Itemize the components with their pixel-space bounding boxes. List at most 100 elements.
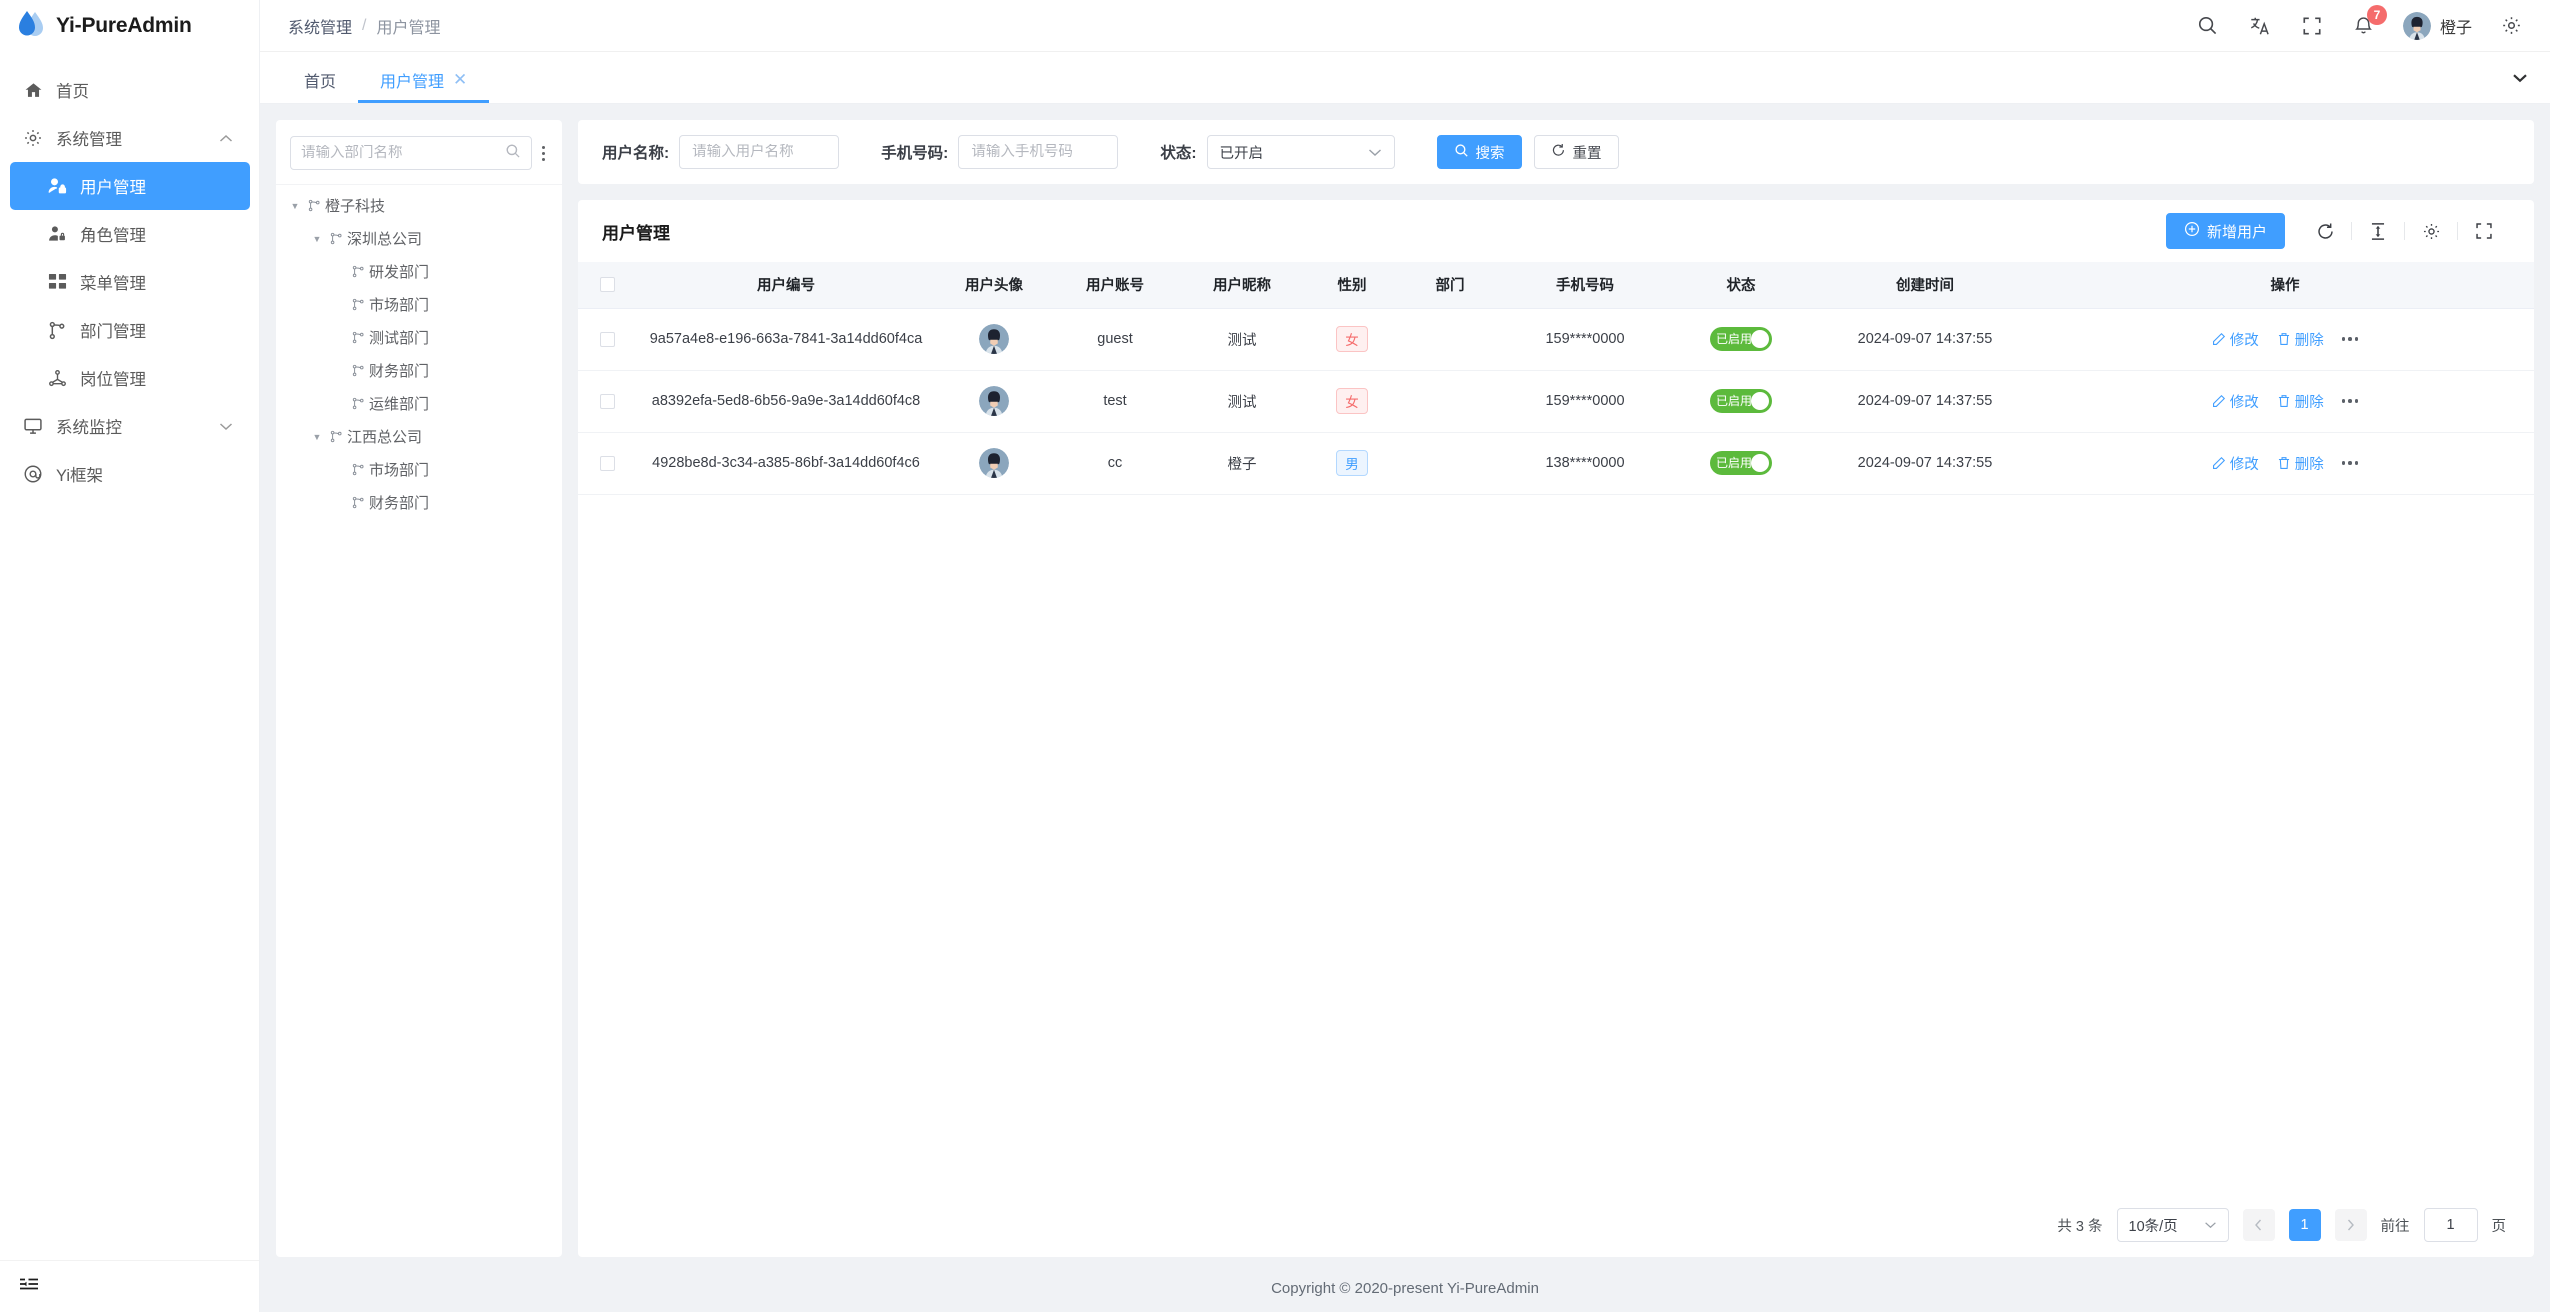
tree-node[interactable]: 研发部门: [276, 255, 562, 288]
more-horizontal-icon[interactable]: [2341, 399, 2359, 403]
sidebar-item-user-management[interactable]: 用户管理: [10, 162, 250, 210]
edit-button[interactable]: 修改: [2212, 453, 2259, 474]
reset-button-label: 重置: [1572, 145, 1602, 162]
sidebar-item-label: 部门管理: [80, 323, 146, 341]
row-checkbox[interactable]: [599, 331, 615, 347]
breadcrumb-parent[interactable]: 系统管理: [288, 19, 353, 37]
page-number-1[interactable]: 1: [2288, 1209, 2321, 1241]
translate-icon[interactable]: [2247, 13, 2273, 39]
refresh-icon: [1551, 143, 1566, 162]
brand[interactable]: Yi-PureAdmin: [0, 0, 259, 52]
close-icon[interactable]: ✕: [453, 70, 468, 89]
filter-status: 状态: 已开启: [1160, 135, 1395, 169]
tree-node[interactable]: 财务部门: [276, 354, 562, 387]
brand-title: Yi-PureAdmin: [56, 14, 192, 37]
status-toggle[interactable]: 已启用: [1710, 389, 1772, 413]
edit-label: 修改: [2229, 332, 2259, 349]
next-page-button[interactable]: [2334, 1209, 2367, 1241]
column-settings-icon[interactable]: [2418, 218, 2444, 244]
delete-button[interactable]: 删除: [2277, 453, 2324, 474]
sidebar-item-role-management[interactable]: 角色管理: [0, 210, 259, 258]
status-toggle[interactable]: 已启用: [1710, 451, 1772, 475]
dept-search-box[interactable]: [290, 136, 532, 170]
table-row[interactable]: 4928be8d-3c34-a385-86bf-3a14dd60f4c6 cc …: [578, 432, 2534, 495]
add-user-button[interactable]: 新增用户: [2165, 213, 2285, 249]
more-vertical-icon[interactable]: [539, 142, 548, 165]
collapse-sidebar-icon[interactable]: [18, 1274, 40, 1299]
delete-button[interactable]: 删除: [2277, 329, 2324, 350]
tab-user-management[interactable]: 用户管理 ✕: [358, 59, 490, 103]
sidebar-item-system-management[interactable]: 系统管理: [0, 114, 259, 162]
sidebar-item-home[interactable]: 首页: [0, 66, 259, 114]
status-toggle[interactable]: 已启用: [1710, 327, 1772, 351]
chevron-down-icon[interactable]: ▼: [290, 200, 300, 211]
search-button[interactable]: 搜索: [1436, 135, 1522, 169]
sidebar-item-menu-management[interactable]: 菜单管理: [0, 258, 259, 306]
username-input-wrap[interactable]: [679, 135, 840, 169]
chevron-down-icon[interactable]: [2512, 70, 2528, 103]
sidebar-item-system-monitor[interactable]: 系统监控: [0, 402, 259, 450]
dept-search-input[interactable]: [301, 145, 499, 161]
row-checkbox[interactable]: [599, 393, 615, 409]
more-horizontal-icon[interactable]: [2341, 461, 2359, 465]
row-checkbox[interactable]: [599, 455, 615, 471]
tree-node[interactable]: 测试部门: [276, 321, 562, 354]
fullscreen-icon[interactable]: [2471, 218, 2497, 244]
jump-suffix-label: 页: [2491, 1218, 2507, 1235]
username-input[interactable]: [692, 144, 827, 160]
sidebar: Yi-PureAdmin 首页 系统管理: [0, 0, 260, 1312]
bell-icon[interactable]: 7: [2351, 4, 2387, 39]
reset-button[interactable]: 重置: [1533, 135, 1619, 169]
cell-actions: 修改 删除: [2036, 432, 2534, 495]
avatar: [2402, 11, 2431, 40]
tab-home[interactable]: 首页: [282, 59, 358, 103]
filter-phone-label: 手机号码:: [881, 145, 949, 162]
jump-page-input[interactable]: [2423, 1208, 2478, 1242]
delete-button[interactable]: 删除: [2277, 391, 2324, 412]
cell-nickname: 测试: [1178, 370, 1306, 433]
cell-status: 已启用: [1668, 308, 1814, 371]
more-horizontal-icon[interactable]: [2341, 337, 2359, 341]
role-user-icon: [46, 223, 68, 245]
chevron-down-icon[interactable]: ▼: [312, 233, 322, 244]
phone-input[interactable]: [971, 144, 1106, 160]
column-header-phone: 手机号码: [1502, 262, 1668, 309]
tree-node[interactable]: ▼ 江西总公司: [276, 420, 562, 453]
tree-node[interactable]: ▼ 深圳总公司: [276, 222, 562, 255]
page-size-select[interactable]: 10条/页: [2116, 1208, 2229, 1242]
table-row[interactable]: 9a57a4e8-e196-663a-7841-3a14dd60f4ca gue…: [578, 308, 2534, 371]
status-select[interactable]: 已开启: [1206, 135, 1395, 169]
sidebar-item-post-management[interactable]: 岗位管理: [0, 354, 259, 402]
tree-node[interactable]: ▼ 橙子科技: [276, 189, 562, 222]
density-icon[interactable]: [2365, 218, 2391, 244]
column-header-gender: 性别: [1306, 262, 1398, 309]
at-circle-icon: [22, 463, 44, 485]
edit-label: 修改: [2229, 456, 2259, 473]
search-icon[interactable]: [2195, 13, 2221, 39]
table-row[interactable]: a8392efa-5ed8-6b56-9a9e-3a14dd60f4c8 tes…: [578, 370, 2534, 433]
tree-node[interactable]: 市场部门: [276, 453, 562, 486]
sidebar-item-yi-framework[interactable]: Yi框架: [0, 450, 259, 498]
search-button-label: 搜索: [1475, 145, 1505, 162]
prev-page-button[interactable]: [2242, 1209, 2275, 1241]
edit-button[interactable]: 修改: [2212, 391, 2259, 412]
tree-node[interactable]: 运维部门: [276, 387, 562, 420]
user-menu[interactable]: 橙子: [2402, 11, 2472, 40]
gear-icon[interactable]: [2498, 13, 2524, 39]
tree-node[interactable]: 市场部门: [276, 288, 562, 321]
search-icon[interactable]: [505, 143, 521, 164]
refresh-icon[interactable]: [2312, 218, 2338, 244]
sidebar-collapse-bar[interactable]: [0, 1260, 259, 1312]
toggle-knob: [1751, 330, 1769, 348]
cell-status: 已启用: [1668, 370, 1814, 433]
fullscreen-icon[interactable]: [2299, 13, 2325, 39]
chevron-down-icon[interactable]: ▼: [312, 431, 322, 442]
select-all-checkbox[interactable]: [599, 277, 615, 293]
tree-node[interactable]: 财务部门: [276, 486, 562, 519]
cell-phone: 159****0000: [1502, 370, 1668, 433]
edit-button[interactable]: 修改: [2212, 329, 2259, 350]
sidebar-item-label: 用户管理: [80, 179, 146, 197]
phone-input-wrap[interactable]: [958, 135, 1119, 169]
sidebar-item-department-management[interactable]: 部门管理: [0, 306, 259, 354]
org-branch-icon: [46, 319, 68, 341]
